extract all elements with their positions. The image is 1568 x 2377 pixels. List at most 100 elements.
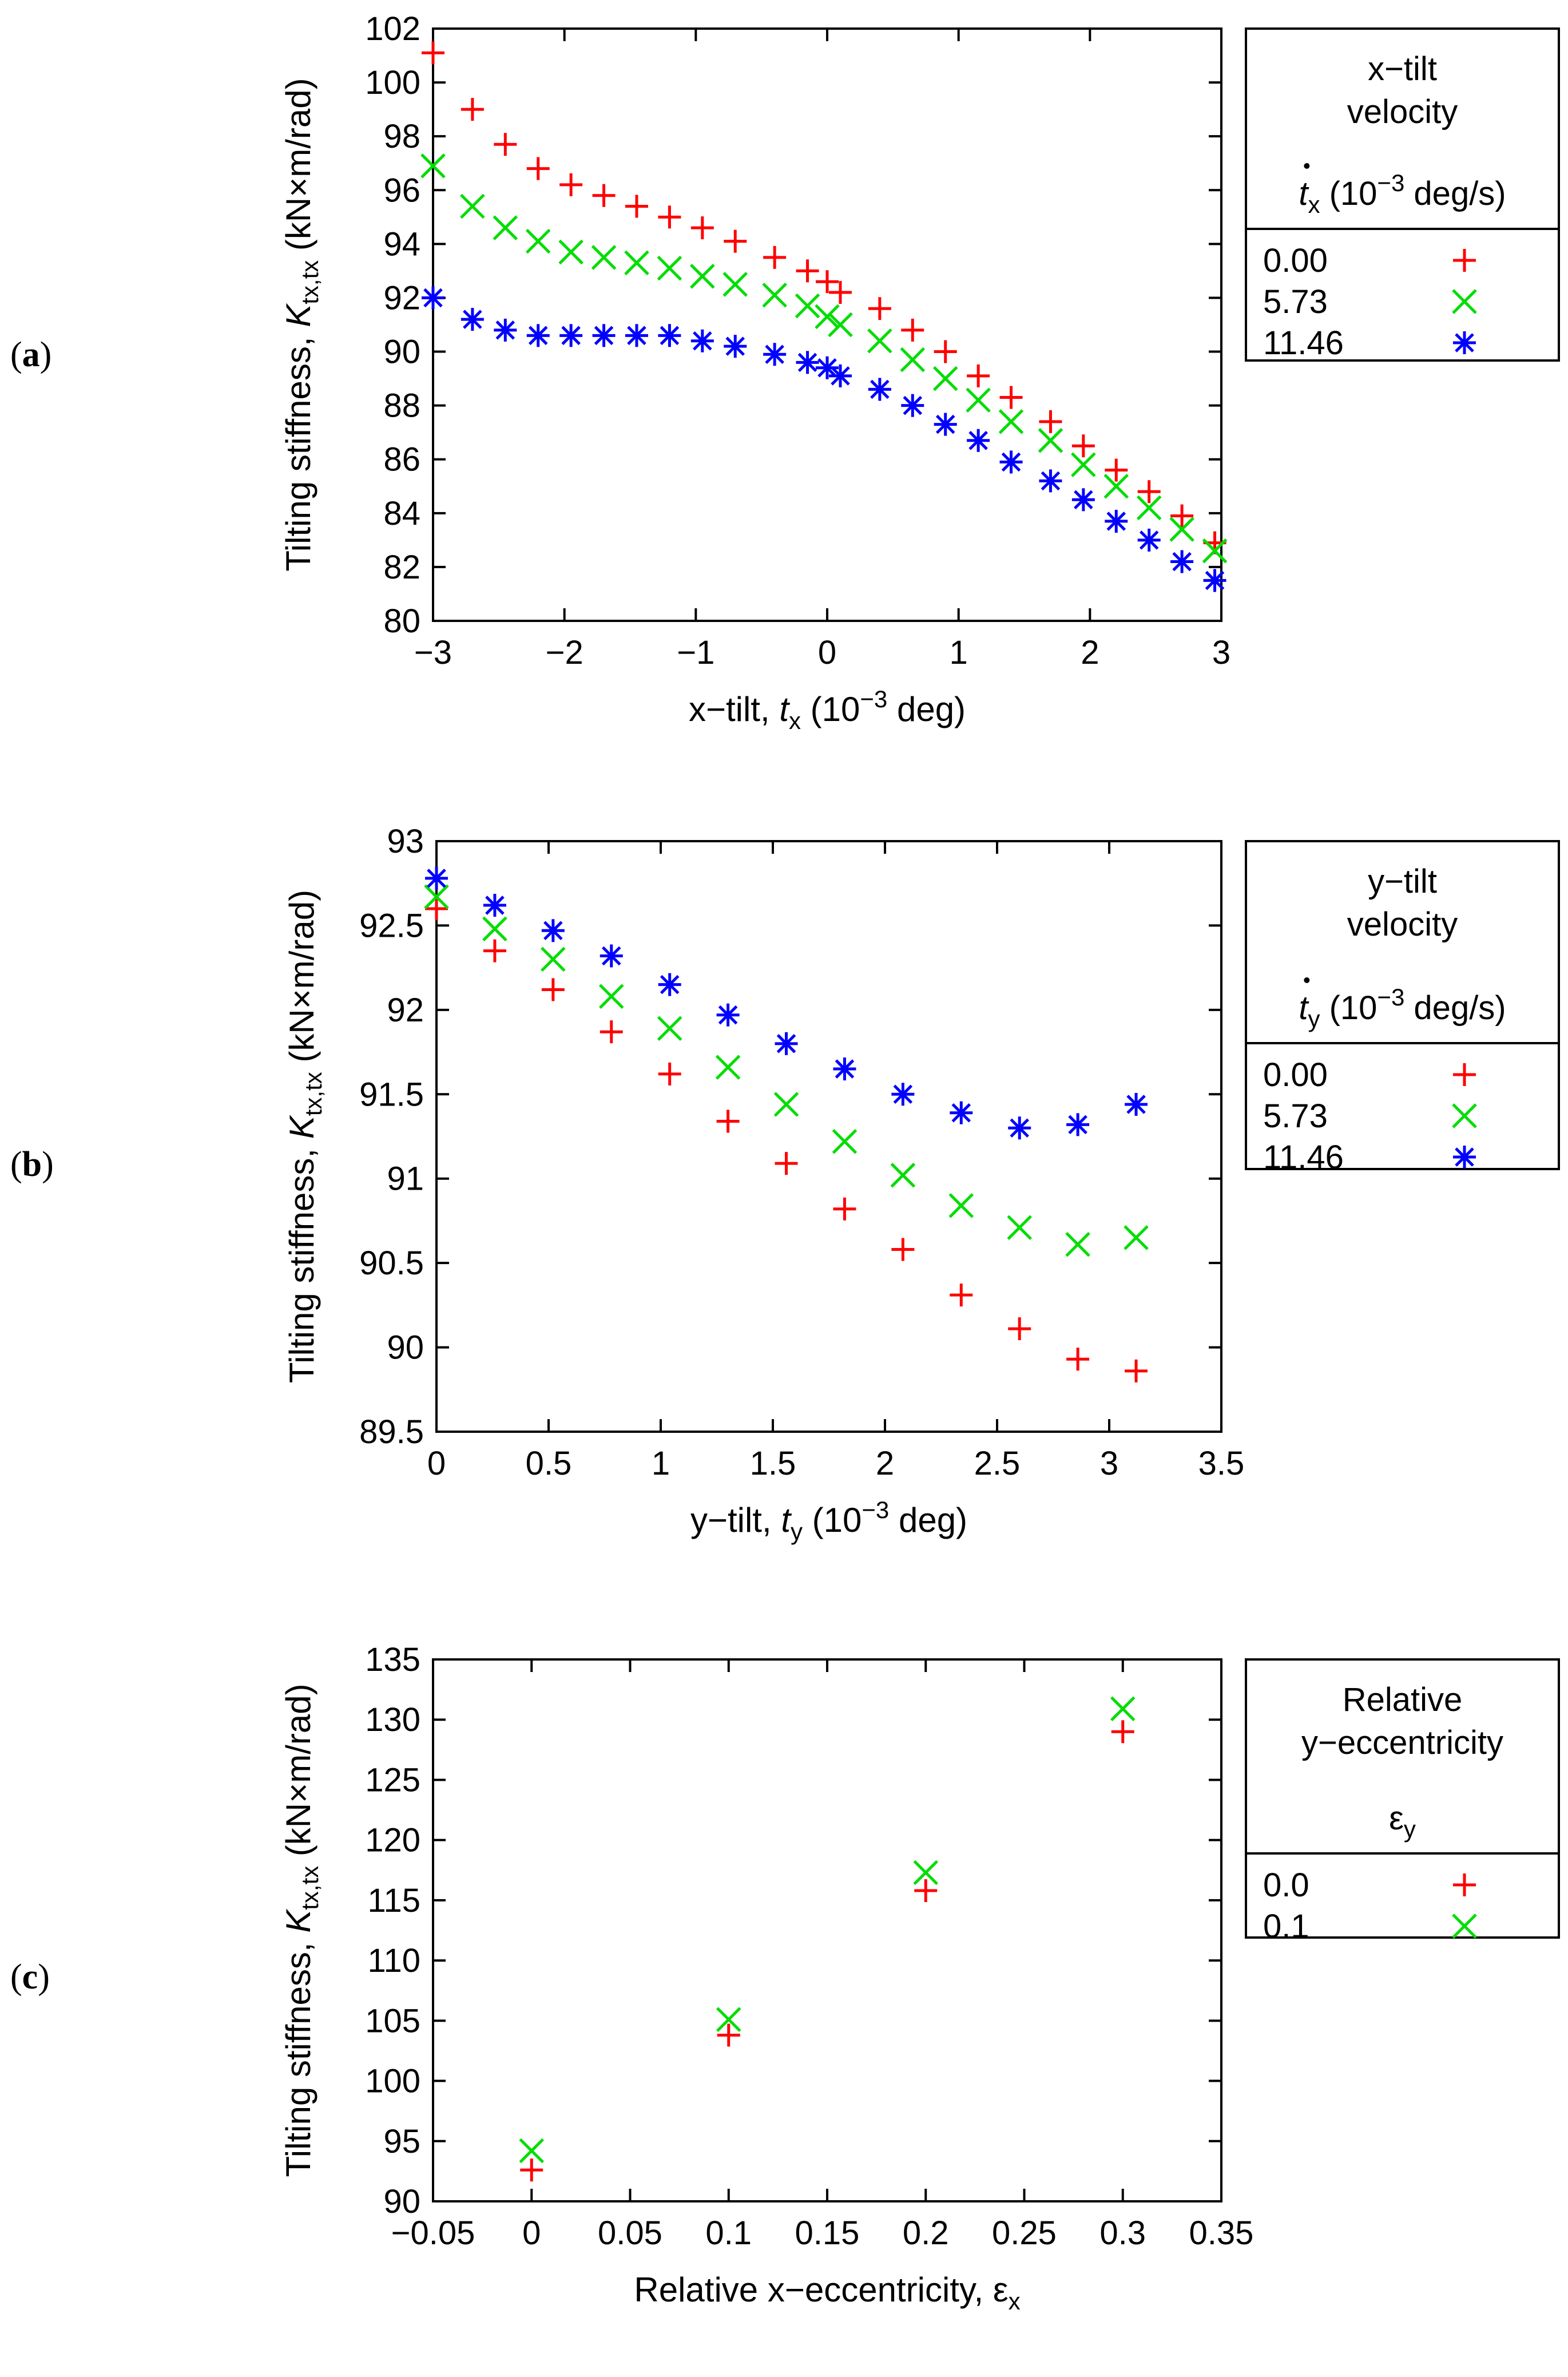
series-11.46 xyxy=(425,866,1148,1140)
data-point xyxy=(1125,1359,1148,1382)
x-tick-label: 2 xyxy=(1081,634,1099,671)
legend-frame xyxy=(1245,27,1560,362)
data-point xyxy=(967,429,990,452)
x-axis-label: y−tilt, ty (10−3 deg) xyxy=(690,1496,967,1545)
data-point xyxy=(868,297,891,320)
data-point xyxy=(913,1860,939,1885)
legend-entry-label: 0.00 xyxy=(1263,1056,1328,1094)
chart-panel-a: −3 −2 −1 0 1 2 3 80 82 84 86 88 90 92 94 96 98 100 102 Tilt… xyxy=(10,10,1560,734)
legend-title: y−eccentricity xyxy=(1301,1724,1503,1761)
series-0.00 xyxy=(425,897,1148,1382)
data-point xyxy=(1170,504,1194,528)
legend-frame xyxy=(1245,840,1560,1170)
legend: Relative y−eccentricity εy 0.0 0.1 xyxy=(1245,1658,1560,1945)
data-point xyxy=(558,239,583,265)
data-point xyxy=(724,229,747,253)
data-point xyxy=(934,340,957,363)
data-point xyxy=(424,884,449,910)
data-point xyxy=(901,318,924,342)
data-point xyxy=(1124,1225,1149,1250)
data-point xyxy=(1105,509,1128,533)
x-tick-label: 0.05 xyxy=(598,2214,662,2252)
data-point xyxy=(891,1238,915,1261)
data-point xyxy=(541,946,566,972)
data-point xyxy=(658,205,681,229)
data-point xyxy=(1103,474,1129,499)
data-point xyxy=(775,1152,798,1175)
y-tick-label: 80 xyxy=(383,603,420,640)
data-point xyxy=(716,2007,741,2032)
data-point xyxy=(1071,488,1095,512)
data-point xyxy=(762,282,787,308)
y-tick-label: 93 xyxy=(387,823,424,860)
series-5.73 xyxy=(420,153,1228,564)
data-point xyxy=(724,335,747,358)
x-tick-label: 2.5 xyxy=(974,1445,1021,1482)
data-point xyxy=(796,259,819,283)
data-point xyxy=(658,324,681,347)
data-point xyxy=(868,378,891,401)
y-tick-label: 92.5 xyxy=(359,907,424,944)
data-point xyxy=(425,866,448,890)
data-point xyxy=(891,1083,915,1106)
data-point xyxy=(494,318,517,342)
y-tick-label: 91.5 xyxy=(359,1076,424,1113)
data-point xyxy=(773,1092,799,1117)
y-tick-label: 100 xyxy=(365,64,420,101)
y-tick-label: 86 xyxy=(383,441,420,478)
data-point xyxy=(592,184,616,207)
y-tick-label: 98 xyxy=(383,118,420,155)
data-point xyxy=(999,450,1023,474)
y-axis-label: Tilting stiffness, Ktx,tx (kN×m/rad) xyxy=(283,890,327,1383)
data-point xyxy=(625,324,648,347)
y-tick-label: 115 xyxy=(368,1882,420,1919)
legend-title: velocity xyxy=(1347,906,1458,943)
data-point xyxy=(833,1197,856,1221)
data-point xyxy=(425,897,448,920)
x-tick-label: 1.5 xyxy=(750,1445,796,1482)
x-tick-label: 0.3 xyxy=(1099,2214,1146,2252)
data-point xyxy=(914,1879,938,1903)
data-point xyxy=(420,153,446,179)
data-point xyxy=(690,264,715,289)
plot-frame xyxy=(435,840,1222,1433)
data-point xyxy=(715,1055,741,1080)
data-point xyxy=(460,193,485,219)
data-point xyxy=(1007,1215,1032,1240)
x-tick-label: 0 xyxy=(818,634,836,671)
data-point xyxy=(716,1110,740,1133)
data-point xyxy=(1071,434,1095,458)
data-point xyxy=(494,133,517,156)
legend: y−tilt velocity ty (10−3 deg/s) 0.00 5.73 11.… xyxy=(1245,840,1560,1176)
data-point xyxy=(422,41,444,65)
data-point xyxy=(1039,469,1062,493)
data-point xyxy=(658,1062,681,1086)
data-point xyxy=(1066,1348,1090,1371)
data-point xyxy=(999,386,1023,409)
legend: x−tilt velocity tx (10−3 deg/s) 0.00 5.73 11.… xyxy=(1245,27,1560,362)
x-tick-label: 0.15 xyxy=(795,2214,860,2252)
data-point xyxy=(598,984,624,1009)
legend-entry-label: 5.73 xyxy=(1263,283,1328,320)
x-tick-label: 0.25 xyxy=(992,2214,1057,2252)
data-point xyxy=(1008,1116,1031,1140)
data-point xyxy=(519,2138,545,2164)
data-point xyxy=(690,216,714,240)
legend-entry-label: 0.1 xyxy=(1263,1908,1309,1945)
data-point xyxy=(483,894,506,917)
data-point xyxy=(816,356,839,379)
y-axis-label: Tilting stiffness, Ktx,tx (kN×m/rad) xyxy=(279,1683,323,2177)
x-tick-label: 0.2 xyxy=(903,2214,949,2252)
data-point xyxy=(559,173,583,196)
data-point xyxy=(950,1101,973,1124)
data-point xyxy=(1110,1696,1136,1722)
panel-label: (a) xyxy=(10,335,51,374)
data-point xyxy=(1202,538,1228,564)
data-point xyxy=(815,304,840,330)
legend-variable: ty (10−3 deg/s) xyxy=(1299,984,1506,1032)
y-tick-label: 105 xyxy=(365,2002,420,2039)
data-point xyxy=(716,1003,740,1027)
data-point xyxy=(541,919,565,942)
y-tick-label: 92 xyxy=(387,992,424,1029)
data-point xyxy=(890,1163,916,1188)
